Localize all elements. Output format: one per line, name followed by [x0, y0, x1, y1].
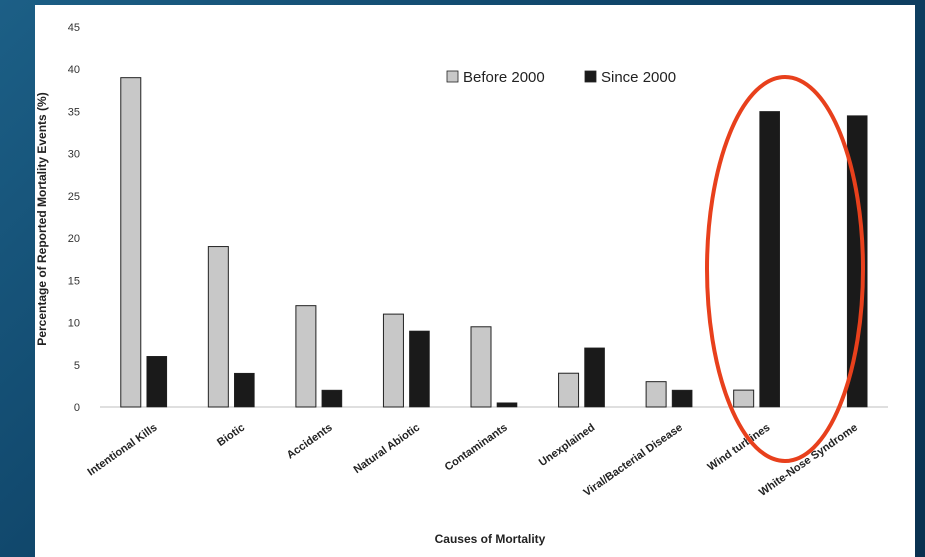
legend: Before 2000 Since 2000 [446, 69, 676, 86]
chart-frame: 0 5 10 15 20 25 30 35 40 45 Intentional Kills Biot… [35, 5, 915, 557]
x-tick-label: Accidents [285, 422, 335, 462]
bar [120, 77, 142, 408]
bar [382, 313, 404, 408]
bar [846, 115, 868, 408]
x-tick-label: Wind turbines [706, 422, 773, 474]
bar [759, 111, 780, 408]
y-tick-label: 5 [74, 360, 80, 372]
bar [234, 372, 255, 408]
x-tick-label: Biotic [215, 422, 247, 449]
highlight-ellipse [705, 75, 865, 463]
x-axis-label: Causes of Mortality [435, 532, 546, 546]
bar [671, 389, 693, 408]
y-tick-label: 45 [68, 22, 80, 34]
y-axis-label: Percentage of Reported Mortality Events … [35, 92, 49, 345]
y-tick-label: 35 [68, 106, 80, 118]
y-tick-label: 15 [68, 275, 80, 287]
y-tick-label: 10 [68, 318, 80, 330]
y-tick-label: 40 [68, 64, 80, 76]
x-tick-label: Unexplained [537, 422, 597, 469]
bar [645, 381, 667, 408]
x-tick-label: Viral/Bacterial Disease [581, 422, 684, 499]
x-tick-label: Contaminants [443, 422, 510, 474]
bar [295, 305, 317, 408]
bar [558, 372, 580, 408]
y-tick-label: 30 [68, 149, 80, 161]
x-tick-label: Natural Abiotic [352, 422, 423, 476]
bar [584, 347, 605, 408]
bar [146, 356, 168, 408]
bar [207, 246, 229, 408]
bar [470, 326, 492, 408]
y-tick-label: 20 [68, 233, 80, 245]
legend-label: Before 2000 [463, 69, 545, 86]
y-axis-ticks: 0 5 10 15 20 25 30 35 40 45 [68, 22, 80, 414]
y-tick-label: 25 [68, 191, 80, 203]
bar [733, 389, 755, 408]
bar [496, 402, 518, 408]
bar [321, 389, 343, 408]
bar [409, 330, 430, 408]
legend-swatch [584, 70, 597, 83]
x-tick-label: Intentional Kills [86, 422, 160, 479]
legend-swatch [446, 70, 459, 83]
legend-label: Since 2000 [601, 69, 676, 86]
bars [120, 77, 868, 408]
bar-chart: 0 5 10 15 20 25 30 35 40 45 Intentional Kills Biot… [35, 22, 888, 546]
y-tick-label: 0 [74, 402, 80, 414]
